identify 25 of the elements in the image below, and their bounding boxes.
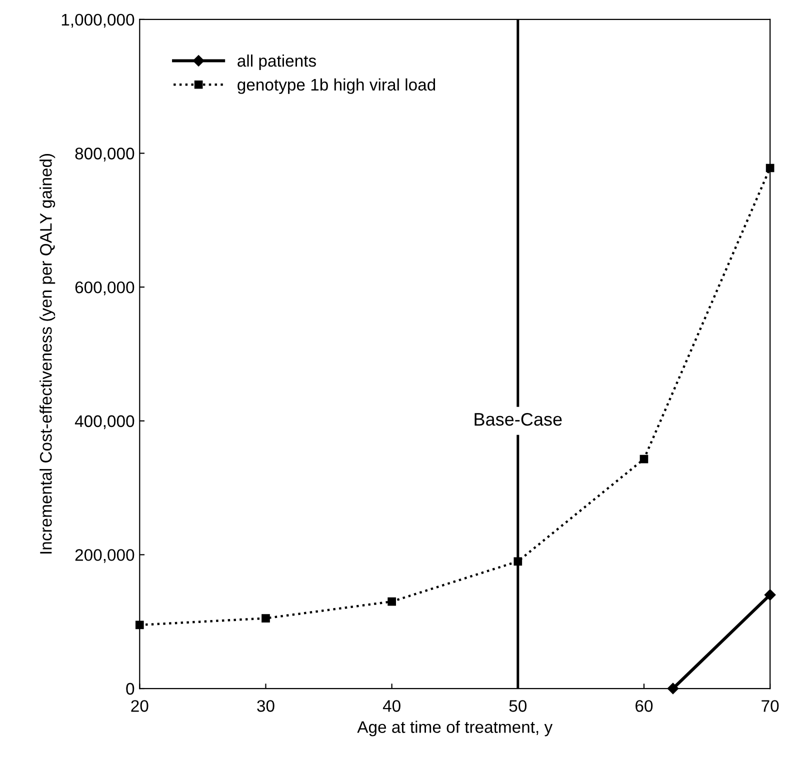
- legend-label: genotype 1b high viral load: [238, 78, 436, 94]
- y-tick-label: 400,000: [74, 415, 134, 430]
- y-tick-label: 800,000: [75, 148, 134, 162]
- y-tick-label: 600,000: [75, 281, 134, 296]
- x-axis-title: Age at time of treatment, y: [357, 720, 553, 736]
- x-tick-label: 70: [762, 700, 779, 712]
- legend-label: all patients: [238, 54, 316, 70]
- y-axis-title: Incremental Cost-effectiveness (yen per QALY gained): [40, 154, 56, 554]
- point: [764, 589, 776, 600]
- point: [262, 614, 270, 622]
- point: [766, 164, 774, 172]
- x-tick-label: 40: [382, 700, 400, 712]
- point: [135, 620, 144, 630]
- point: [388, 597, 396, 606]
- y-tick-label: 0: [126, 682, 134, 695]
- point: [640, 454, 648, 464]
- x-tick-label: 30: [257, 700, 274, 712]
- point: [514, 557, 522, 566]
- x-tick-label: 20: [131, 700, 148, 712]
- x-tick-label: 50: [509, 700, 527, 712]
- point: [667, 682, 679, 694]
- x-tick-label: 60: [636, 700, 653, 712]
- ref-line-label: Base-Case: [474, 412, 562, 426]
- y-tick-label: 200,000: [75, 549, 134, 563]
- y-tick-label: 1,000,000: [62, 14, 134, 28]
